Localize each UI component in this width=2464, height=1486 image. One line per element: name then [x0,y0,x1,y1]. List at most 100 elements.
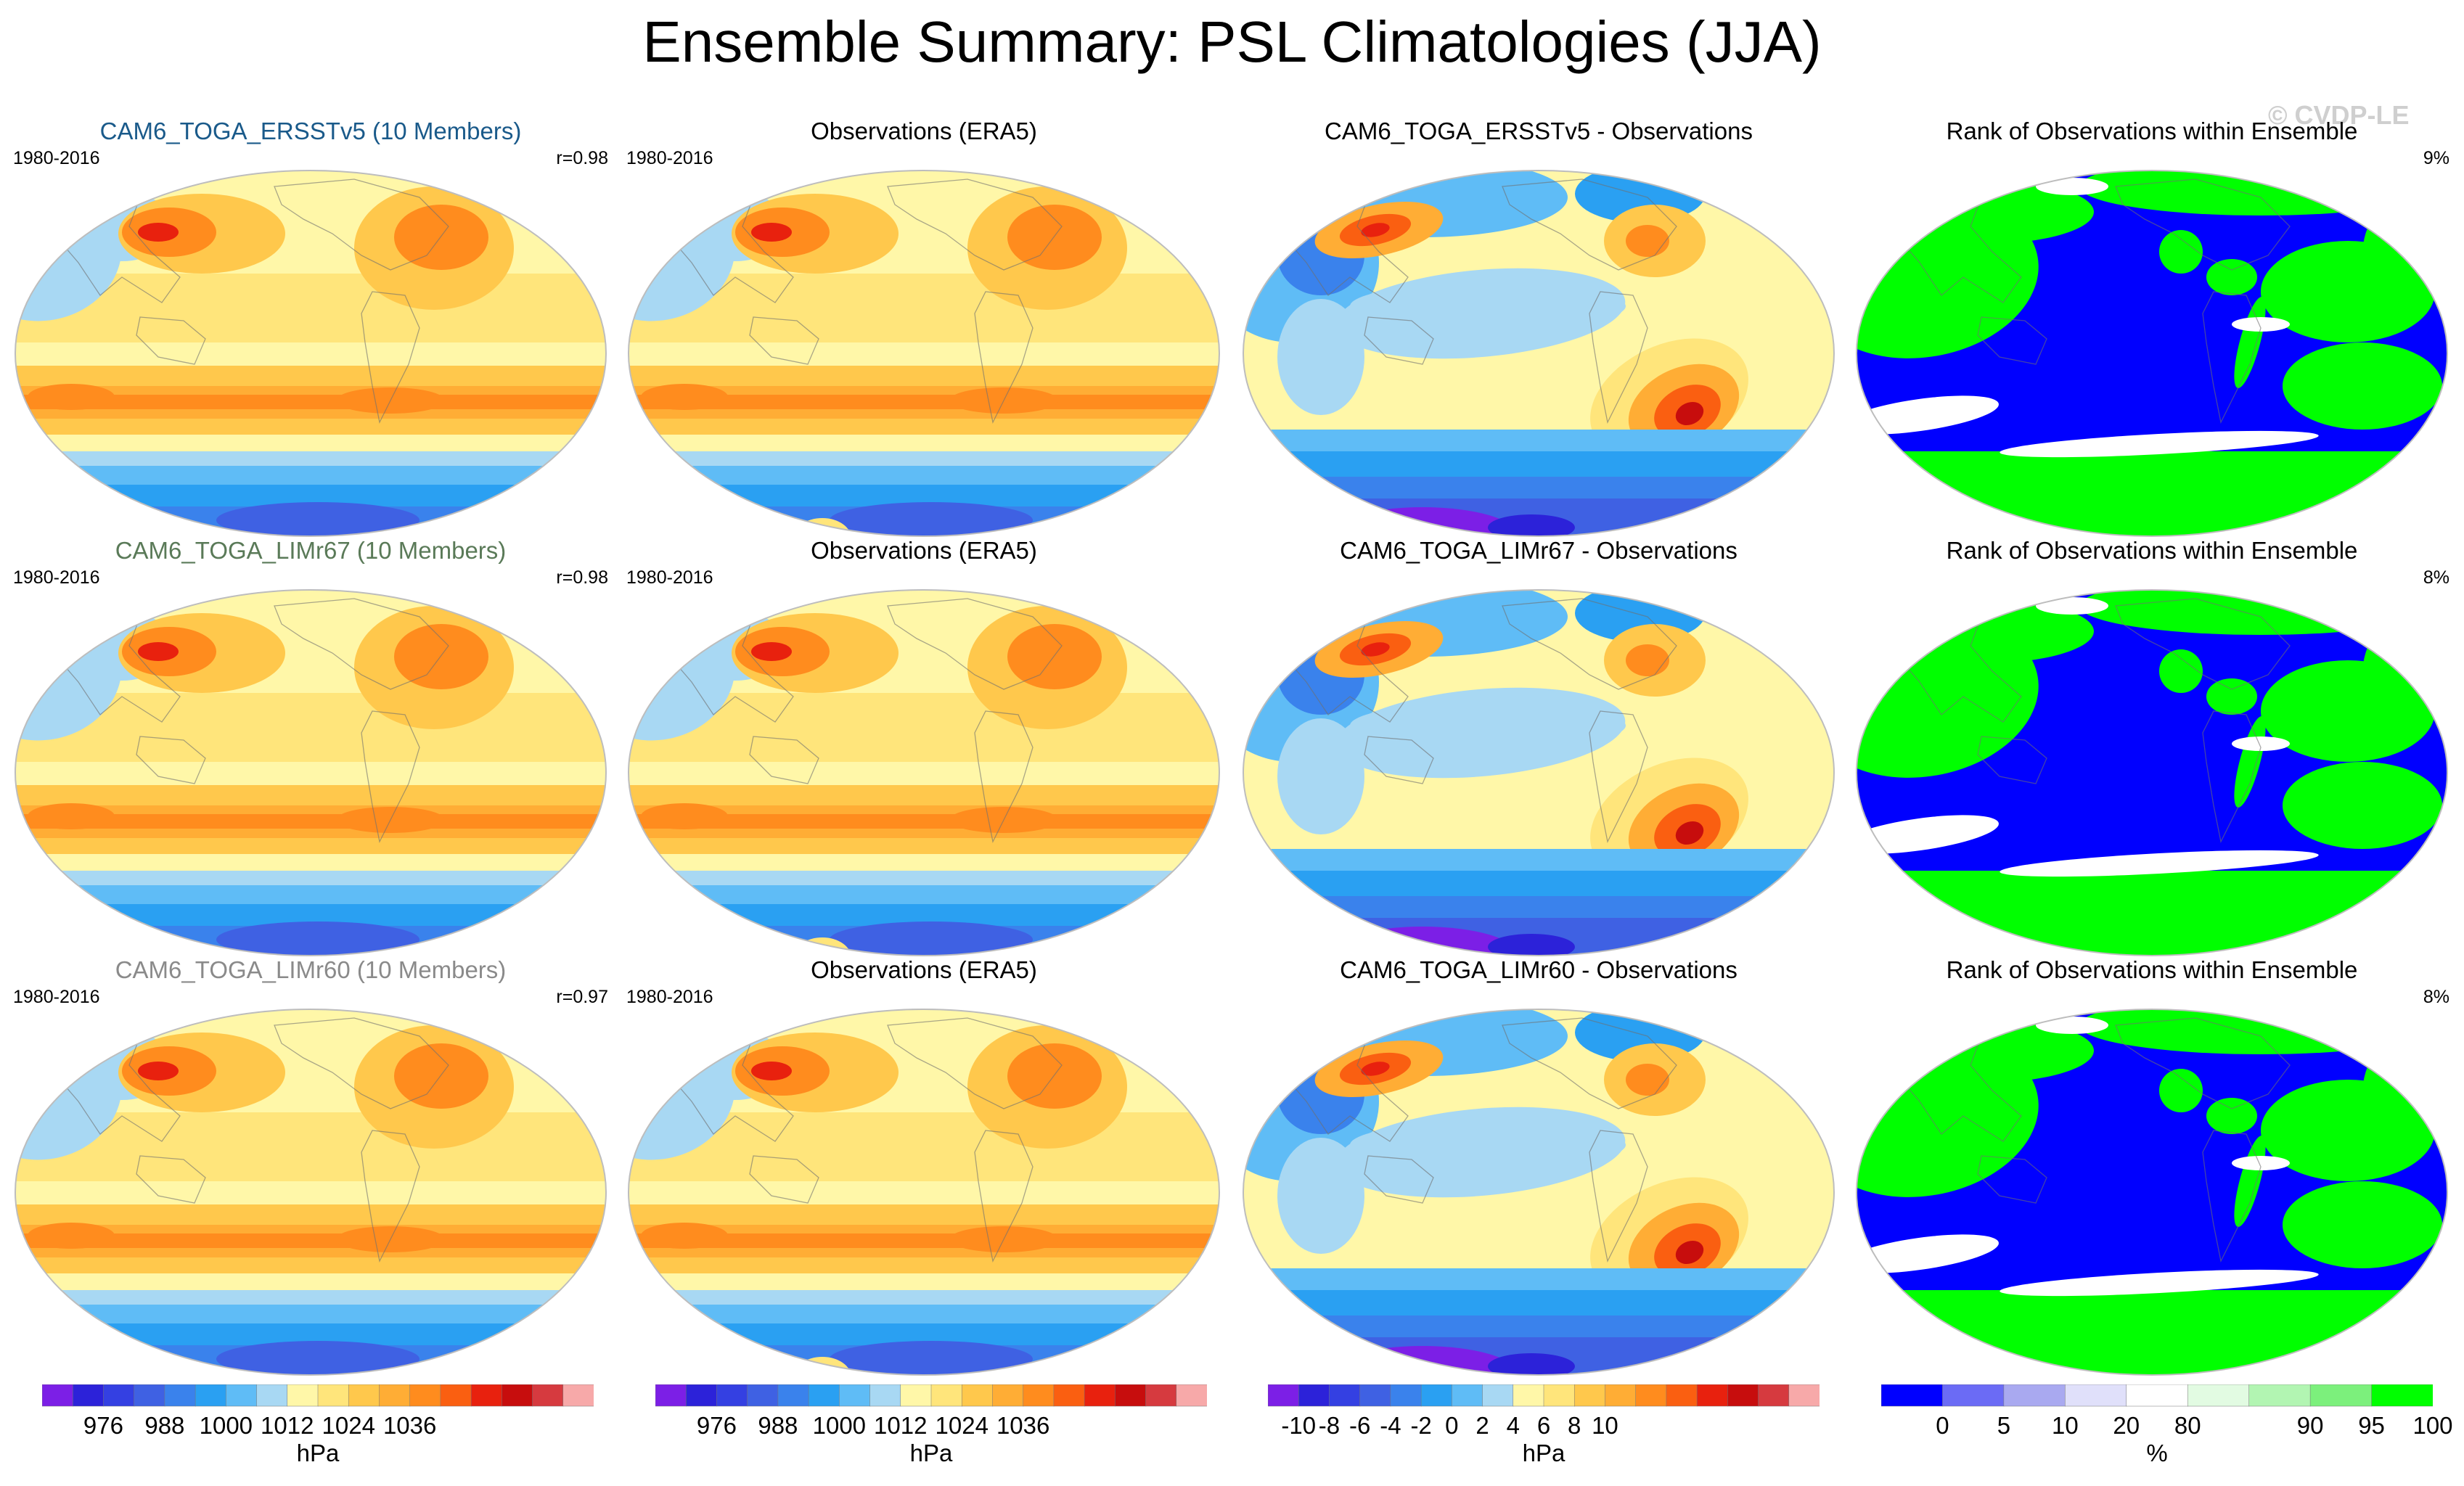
period-label: 1980-2016 [626,148,713,168]
colorbar-swatch [502,1384,533,1407]
colorbar-swatch [1023,1384,1055,1407]
panel-title: Rank of Observations within Ensemble [1946,956,2358,983]
colorbar-swatch [1267,1384,1299,1407]
colorbar-swatch [2126,1384,2188,1407]
colorbar-swatch [1605,1384,1637,1407]
colorbar-swatch [655,1384,687,1407]
colorbar-swatch [440,1384,472,1407]
colorbar-tick-label: 6 [1536,1412,1551,1439]
colorbar-swatch [777,1384,809,1407]
colorbar-swatch [992,1384,1024,1407]
colorbar-swatch [1513,1384,1544,1407]
colorbar-tick-label: -4 [1380,1412,1401,1439]
colorbar-tick-label: 988 [144,1412,185,1439]
colorbar-swatch [2248,1384,2311,1407]
colorbar-swatch [1696,1384,1729,1407]
colorbar-swatch [808,1384,840,1407]
psl-map [628,170,1220,537]
colorbar-tick-label: -6 [1348,1412,1371,1439]
colorbar-tick-label: 976 [696,1412,737,1439]
colorbar-tick-label: 1012 [874,1412,928,1439]
watermark: © CVDP-LE [2268,100,2410,130]
period-label: 1980-2016 [13,987,100,1007]
colorbar-tick-label: 1012 [261,1412,314,1439]
colorbar-units: hPa [1522,1440,1565,1466]
panel-obs-2: Observations (ERA5) 1980-2016 [626,537,1221,958]
panel-diff-3: CAM6_TOGA_LIMr60 - Observations [1241,956,1836,1377]
colorbar-tick-label: 80 [2174,1412,2201,1439]
colorbar-tick-label: 0 [1445,1412,1459,1439]
colorbar-swatch [103,1384,135,1407]
panel-title: CAM6_TOGA_LIMr67 (10 Members) [115,537,507,564]
colorbar-swatch [287,1384,319,1407]
colorbar-swatch [685,1384,718,1407]
rank-percent: 8% [2423,987,2449,1007]
colorbar-units: hPa [296,1440,340,1466]
colorbar-tick-label: -8 [1318,1412,1341,1439]
colorbar-swatch [562,1384,594,1407]
panel-rank-2: Rank of Observations within Ensemble 8% [1854,537,2449,958]
colorbar-swatch [379,1384,411,1407]
period-label: 1980-2016 [626,987,713,1007]
colorbar-swatch [2065,1384,2127,1407]
panel-title: CAM6_TOGA_ERSSTv5 - Observations [1325,118,1753,144]
panel-model-1: CAM6_TOGA_ERSSTv5 (10 Members) 1980-2016… [13,118,608,538]
colorbar-swatch [1635,1384,1667,1407]
colorbar-swatch [226,1384,258,1407]
period-label: 1980-2016 [13,567,100,588]
panel-title: Rank of Observations within Ensemble [1946,118,2358,144]
panel-model-2: CAM6_TOGA_LIMr67 (10 Members) 1980-2016 … [13,537,608,958]
panel-rank-3: Rank of Observations within Ensemble 8% [1854,956,2449,1377]
colorbar-tick-label: 100 [2412,1412,2453,1439]
panel-diff-1: CAM6_TOGA_ERSSTv5 - Observations [1241,118,1836,538]
panel-obs-1: Observations (ERA5) 1980-2016 [626,118,1221,538]
psl-map [15,170,607,537]
colorbar-tick-label: 10 [1592,1412,1618,1439]
colorbar-tick-label: 1036 [996,1412,1050,1439]
colorbar-swatch [1053,1384,1085,1407]
colorbar-swatch [1573,1384,1606,1407]
colorbar-swatch [1880,1384,1944,1407]
colorbar-tick-label: 1000 [199,1412,253,1439]
colorbar-swatch [317,1384,349,1407]
colorbar-units: % [2146,1440,2168,1466]
colorbar-swatch [134,1384,165,1407]
rank-percent: 8% [2423,567,2449,588]
colorbar-tick-label: 8 [1568,1412,1581,1439]
colorbar-swatch [1420,1384,1453,1407]
pattern-correlation: r=0.97 [556,987,608,1007]
colorbar-tick-label: -2 [1410,1412,1432,1439]
colorbar-swatch [1942,1384,2005,1407]
colorbar-swatch [961,1384,994,1407]
psl-difference-map [1243,170,1835,537]
colorbar-tick-label: 1036 [382,1412,437,1439]
rank-map [1856,589,2448,956]
psl-difference-map [1243,589,1835,956]
colorbar-tick-label: 10 [2051,1412,2079,1439]
panel-title: Observations (ERA5) [811,956,1037,983]
psl-map [15,1009,607,1376]
panel-model-3: CAM6_TOGA_LIMr60 (10 Members) 1980-2016 … [13,956,608,1377]
colorbar-swatch [1359,1384,1391,1407]
panel-title: Observations (ERA5) [811,118,1037,144]
panel-title: CAM6_TOGA_LIMr60 - Observations [1340,956,1738,983]
colorbar-tick-label: 1024 [322,1412,375,1439]
colorbar-swatch [41,1384,73,1407]
colorbar-rank: % 0 5 10 20 80 90 95 100 [1880,1384,2453,1486]
psl-map [15,589,607,956]
colorbar-swatch [1390,1384,1422,1407]
psl-map [628,589,1220,956]
page-title: Ensemble Summary: PSL Climatologies (JJA… [642,9,1822,74]
panel-title: CAM6_TOGA_LIMr67 - Observations [1340,537,1738,564]
rank-percent: 9% [2423,148,2449,168]
colorbar-swatch [1329,1384,1361,1407]
rank-map [1856,1009,2448,1376]
psl-map [628,1009,1220,1376]
colorbar-swatch [1176,1384,1208,1407]
colorbar-swatch [1727,1384,1759,1407]
colorbar-swatch [2187,1384,2250,1407]
colorbar-swatch [1758,1384,1790,1407]
colorbar-tick-label: 95 [2358,1412,2385,1439]
panel-title: CAM6_TOGA_LIMr60 (10 Members) [115,956,507,983]
panel-title: CAM6_TOGA_ERSSTv5 (10 Members) [99,118,522,144]
